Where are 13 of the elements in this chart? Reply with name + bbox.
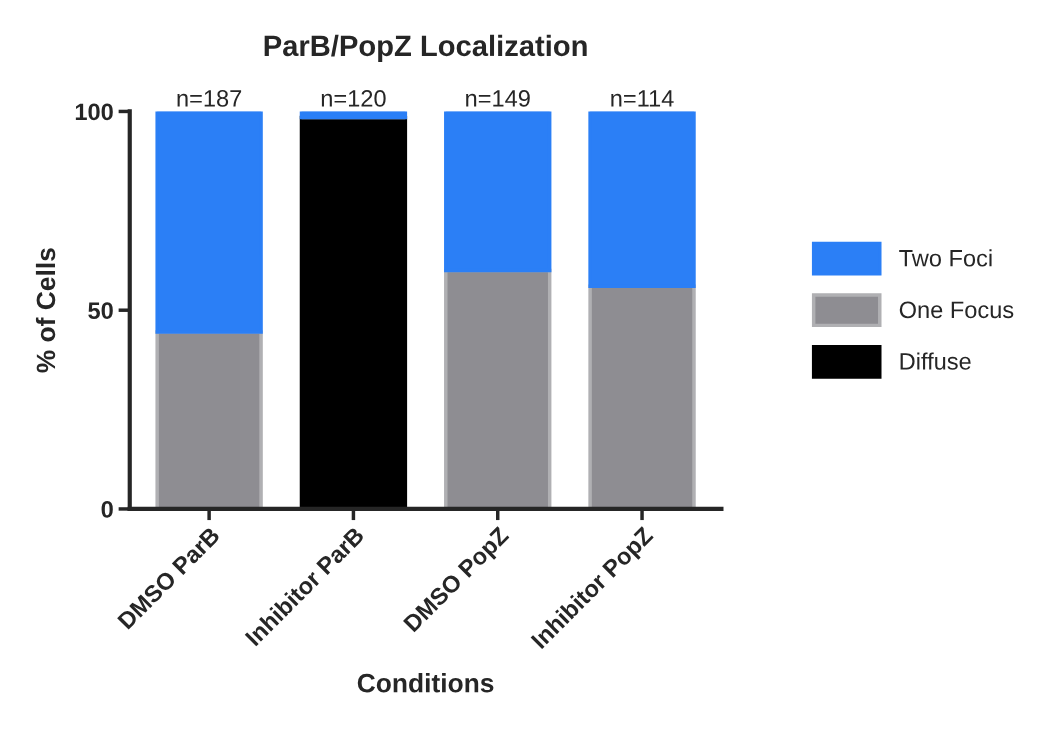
y-tick-label: 50 [88, 302, 113, 319]
x-axis-title: Conditions [357, 673, 494, 693]
annotation: n=149 [466, 90, 530, 107]
legend-label: Diffuse [900, 352, 971, 370]
legend-label: Two Foci [899, 249, 992, 267]
annotation: n=187 [177, 90, 242, 107]
y-tick-label: 0 [101, 501, 113, 518]
annotation: n=114 [611, 90, 674, 107]
annotation: n=120 [321, 90, 386, 107]
y-tick-label: 100 [75, 103, 113, 121]
chart-title: ParB/PopZ Localization [264, 34, 587, 62]
y-axis-title: % of Cells [35, 248, 56, 373]
legend-label: One Focus [899, 301, 1014, 319]
